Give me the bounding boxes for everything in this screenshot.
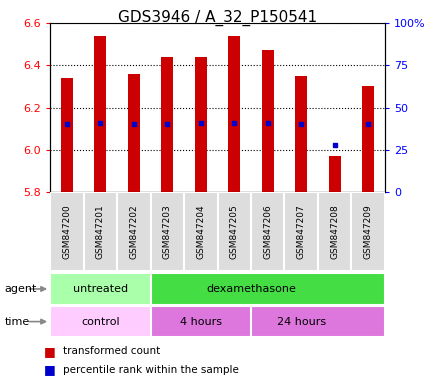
Bar — [83, 192, 117, 271]
Bar — [150, 192, 184, 271]
Bar — [117, 192, 150, 271]
Bar — [184, 192, 217, 271]
Text: GSM847206: GSM847206 — [263, 204, 272, 259]
Bar — [61, 78, 72, 192]
Bar — [194, 57, 206, 192]
Bar — [217, 192, 250, 271]
Text: GSM847203: GSM847203 — [162, 204, 171, 259]
Bar — [351, 192, 384, 271]
Text: 4 hours: 4 hours — [179, 316, 221, 327]
Text: control: control — [81, 316, 119, 327]
Bar — [284, 192, 317, 271]
Text: ■: ■ — [43, 363, 55, 376]
Bar — [150, 273, 384, 305]
Bar — [161, 57, 173, 192]
Bar — [128, 74, 139, 192]
Bar — [317, 192, 351, 271]
Text: GSM847202: GSM847202 — [129, 204, 138, 259]
Text: 24 hours: 24 hours — [276, 316, 325, 327]
Bar — [228, 36, 240, 192]
Bar — [150, 306, 284, 337]
Bar — [50, 273, 184, 305]
Text: GSM847209: GSM847209 — [363, 204, 372, 259]
Text: GSM847204: GSM847204 — [196, 204, 205, 259]
Bar — [295, 76, 306, 192]
Bar — [250, 192, 284, 271]
Text: GSM847200: GSM847200 — [62, 204, 71, 259]
Bar — [362, 86, 373, 192]
Text: GSM847201: GSM847201 — [95, 204, 105, 259]
Text: GDS3946 / A_32_P150541: GDS3946 / A_32_P150541 — [118, 10, 316, 26]
Bar — [261, 50, 273, 192]
Bar — [94, 36, 106, 192]
Text: transformed count: transformed count — [63, 346, 160, 356]
Text: percentile rank within the sample: percentile rank within the sample — [63, 365, 238, 375]
Bar — [328, 156, 340, 192]
Text: GSM847208: GSM847208 — [329, 204, 339, 259]
Text: time: time — [4, 316, 30, 327]
Text: ■: ■ — [43, 345, 55, 358]
Text: GSM847207: GSM847207 — [296, 204, 305, 259]
Bar — [250, 306, 384, 337]
Bar — [50, 306, 184, 337]
Text: agent: agent — [4, 284, 36, 294]
Text: GSM847205: GSM847205 — [229, 204, 238, 259]
Bar — [50, 192, 83, 271]
Text: dexamethasone: dexamethasone — [206, 284, 295, 294]
Text: untreated: untreated — [72, 284, 128, 294]
